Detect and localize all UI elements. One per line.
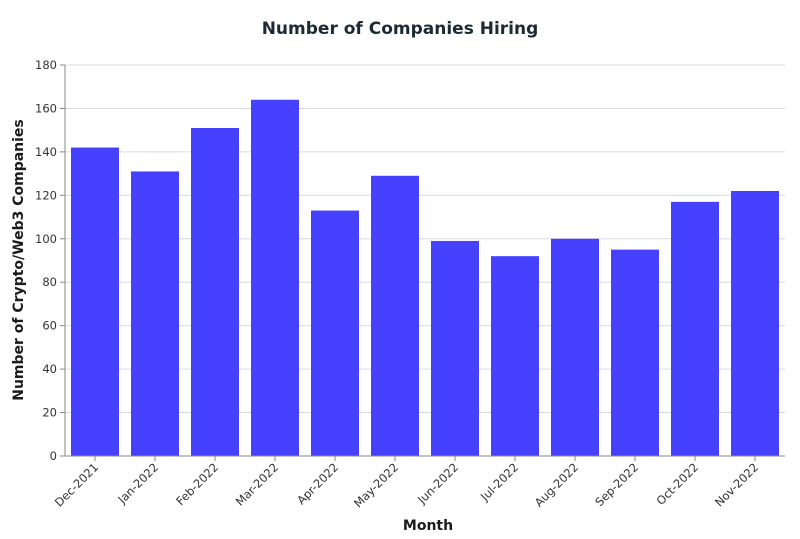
bar-apr-2022 (311, 210, 359, 456)
y-tick-label: 60 (42, 319, 57, 333)
bar-aug-2022 (551, 238, 599, 456)
bar-jan-2022 (131, 171, 179, 456)
x-tick-label: Aug-2022 (532, 460, 581, 509)
x-tick-label: Jun-2022 (414, 460, 461, 507)
y-tick-label: 160 (35, 101, 57, 115)
y-tick-label: 180 (35, 58, 57, 72)
x-tick-label: Oct-2022 (654, 460, 702, 508)
x-tick-label: Dec-2021 (52, 460, 101, 509)
y-tick-label: 80 (42, 275, 57, 289)
bar-dec-2021 (71, 147, 119, 457)
bar-nov-2022 (731, 190, 779, 456)
bar-sep-2022 (611, 249, 659, 456)
x-tick-label: Sep-2022 (592, 460, 641, 509)
bars (71, 99, 779, 457)
gridlines (65, 64, 785, 457)
y-tick-label: 20 (42, 406, 57, 420)
axes (64, 65, 785, 457)
bar-jul-2022 (491, 256, 539, 456)
bar-oct-2022 (671, 201, 719, 456)
y-tick-label: 40 (42, 362, 57, 376)
bar-may-2022 (371, 175, 419, 457)
x-tick-label: Nov-2022 (712, 460, 761, 509)
y-tick-label: 0 (50, 449, 57, 463)
y-tick-label: 120 (35, 188, 57, 202)
y-axis-ticks: 0 20 40 60 80 100 120 140 160 180 (35, 58, 65, 463)
x-tick-label: Feb-2022 (173, 460, 221, 508)
chart-title: Number of Companies Hiring (262, 19, 539, 39)
x-tick-label: Mar-2022 (233, 460, 281, 508)
bar-feb-2022 (191, 127, 239, 456)
y-axis-label: Number of Crypto/Web3 Companies (11, 119, 27, 401)
x-axis-label: Month (403, 518, 453, 534)
x-tick-label: Jul-2022 (477, 460, 521, 504)
bar-jun-2022 (431, 240, 479, 456)
y-tick-label: 140 (35, 145, 57, 159)
bar-mar-2022 (251, 99, 299, 456)
x-axis-ticks: Dec-2021 Jan-2022 Feb-2022 Mar-2022 Apr-2022… (52, 456, 761, 510)
x-tick-label: Apr-2022 (294, 460, 341, 507)
y-tick-label: 100 (35, 232, 57, 246)
x-tick-label: Jan-2022 (114, 460, 161, 507)
x-tick-label: May-2022 (351, 460, 401, 510)
